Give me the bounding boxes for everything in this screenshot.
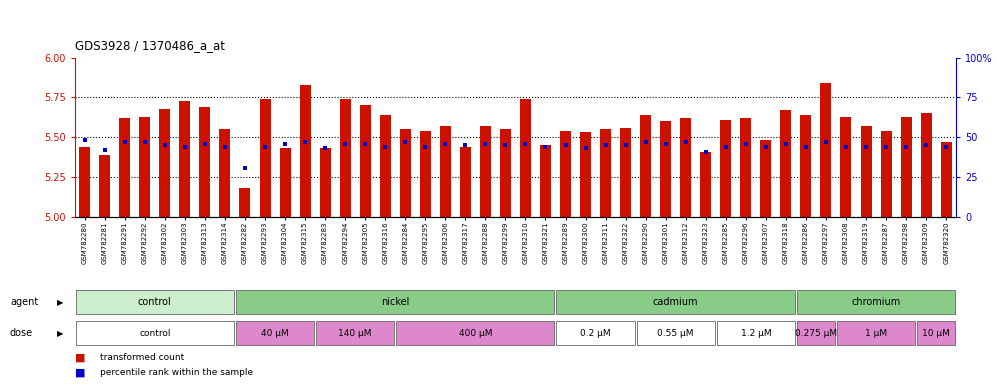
Bar xyxy=(199,107,210,217)
Bar xyxy=(396,321,555,345)
Bar xyxy=(560,131,571,217)
Bar xyxy=(80,147,91,217)
Text: 1.2 μM: 1.2 μM xyxy=(740,329,771,338)
Text: transformed count: transformed count xyxy=(100,353,184,362)
Bar xyxy=(340,99,351,217)
Bar xyxy=(680,118,691,217)
Bar xyxy=(159,109,170,217)
Bar xyxy=(580,132,591,217)
Bar xyxy=(316,321,394,345)
Bar xyxy=(837,321,915,345)
Bar xyxy=(440,126,451,217)
Text: 1 μM: 1 μM xyxy=(865,329,887,338)
Text: ▶: ▶ xyxy=(57,298,64,307)
Bar xyxy=(379,115,390,217)
Bar xyxy=(797,290,955,314)
Text: GDS3928 / 1370486_a_at: GDS3928 / 1370486_a_at xyxy=(75,39,225,52)
Text: 400 μM: 400 μM xyxy=(458,329,492,338)
Text: ■: ■ xyxy=(75,367,86,377)
Text: control: control xyxy=(138,297,171,308)
Bar xyxy=(760,141,771,217)
Bar xyxy=(880,131,891,217)
Bar xyxy=(139,117,150,217)
Text: 0.2 μM: 0.2 μM xyxy=(581,329,611,338)
Bar xyxy=(360,106,371,217)
Bar xyxy=(700,152,711,217)
Bar xyxy=(219,129,230,217)
Bar xyxy=(920,113,931,217)
Bar xyxy=(797,321,835,345)
Text: dose: dose xyxy=(10,328,33,338)
Text: percentile rank within the sample: percentile rank within the sample xyxy=(100,368,253,377)
Bar xyxy=(841,117,852,217)
Bar xyxy=(179,101,190,217)
Bar xyxy=(540,145,551,217)
Bar xyxy=(861,126,872,217)
Bar xyxy=(280,149,291,217)
Bar xyxy=(917,321,955,345)
Text: 10 μM: 10 μM xyxy=(922,329,950,338)
Bar xyxy=(557,321,634,345)
Bar xyxy=(557,290,795,314)
Bar xyxy=(621,128,631,217)
Text: agent: agent xyxy=(10,297,38,308)
Text: chromium: chromium xyxy=(852,297,900,308)
Bar xyxy=(480,126,491,217)
Text: nickel: nickel xyxy=(381,297,409,308)
Bar xyxy=(236,321,314,345)
Bar xyxy=(399,129,410,217)
Bar xyxy=(717,321,795,345)
Bar xyxy=(720,120,731,217)
Bar xyxy=(76,321,234,345)
Bar xyxy=(76,290,234,314)
Text: control: control xyxy=(139,329,170,338)
Bar xyxy=(600,129,612,217)
Bar xyxy=(740,118,751,217)
Bar xyxy=(120,118,130,217)
Bar xyxy=(460,147,471,217)
Text: 140 μM: 140 μM xyxy=(339,329,372,338)
Bar xyxy=(900,117,911,217)
Text: 0.275 μM: 0.275 μM xyxy=(795,329,837,338)
Bar xyxy=(636,321,715,345)
Bar xyxy=(660,121,671,217)
Bar xyxy=(320,149,331,217)
Bar xyxy=(260,99,271,217)
Bar xyxy=(520,99,531,217)
Text: 40 μM: 40 μM xyxy=(261,329,289,338)
Bar xyxy=(419,131,431,217)
Bar xyxy=(801,115,812,217)
Text: ▶: ▶ xyxy=(57,329,64,338)
Text: 0.55 μM: 0.55 μM xyxy=(657,329,694,338)
Text: ■: ■ xyxy=(75,353,86,362)
Bar xyxy=(821,83,832,217)
Text: cadmium: cadmium xyxy=(653,297,698,308)
Bar xyxy=(239,188,250,217)
Bar xyxy=(236,290,555,314)
Bar xyxy=(640,115,651,217)
Bar xyxy=(500,129,511,217)
Bar xyxy=(300,85,311,217)
Bar xyxy=(100,155,111,217)
Bar xyxy=(781,110,792,217)
Bar xyxy=(940,142,951,217)
